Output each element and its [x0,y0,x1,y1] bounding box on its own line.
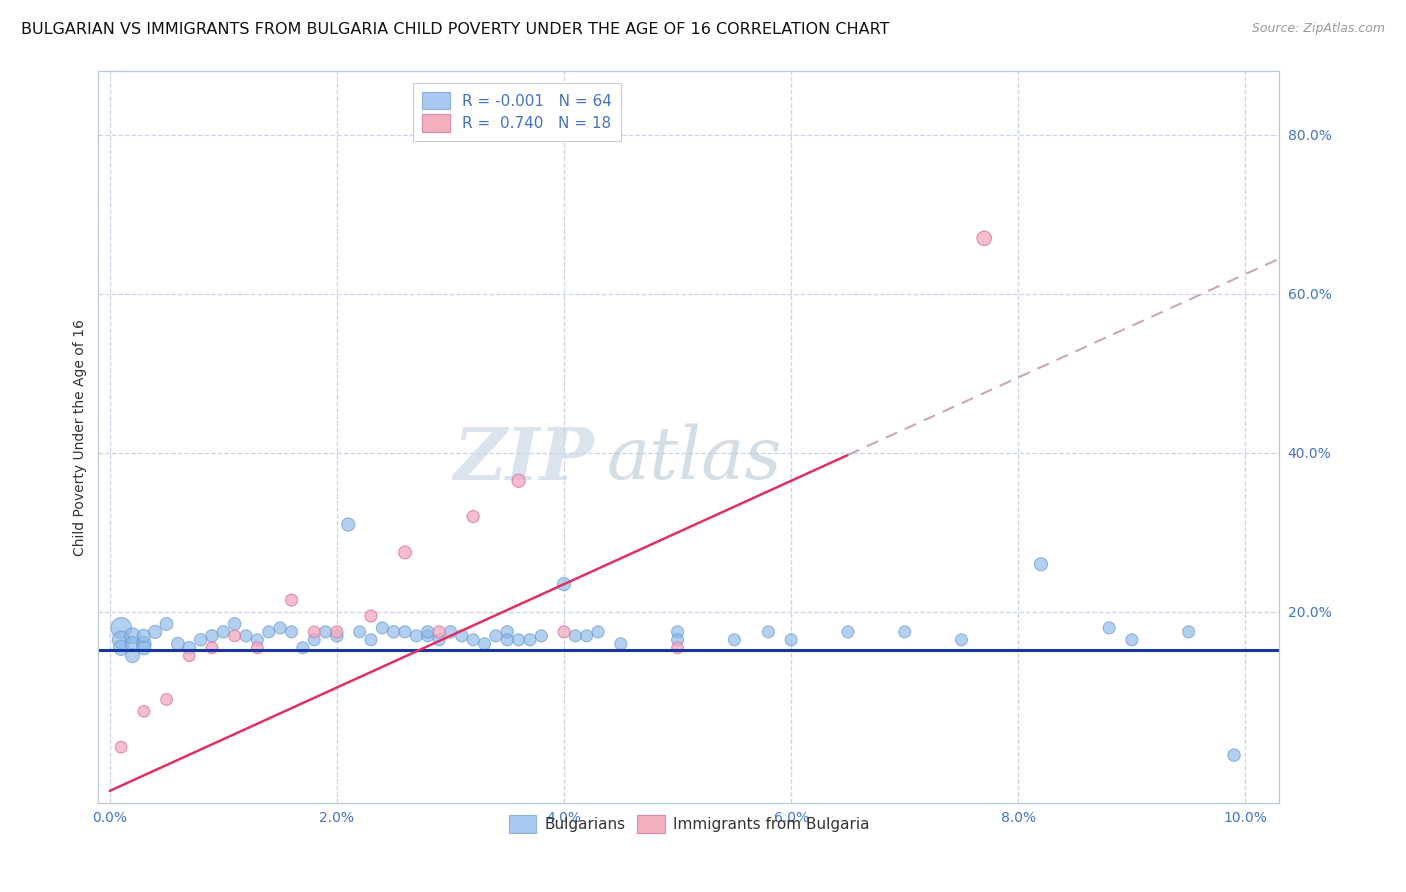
Point [519,632,541,647]
Point [382,624,405,639]
Point [132,637,155,651]
Point [110,740,132,755]
Point [337,517,360,532]
Text: Source: ZipAtlas.com: Source: ZipAtlas.com [1251,22,1385,36]
Point [394,545,416,559]
Point [190,632,212,647]
Point [463,509,485,524]
Point [257,624,280,639]
Point [758,624,780,639]
Point [416,624,439,639]
Point [280,624,302,639]
Point [1029,558,1052,572]
Point [1098,621,1121,635]
Point [132,629,155,643]
Point [496,624,519,639]
Point [179,640,201,655]
Point [1223,748,1246,763]
Point [326,629,349,643]
Y-axis label: Child Poverty Under the Age of 16: Child Poverty Under the Age of 16 [73,318,87,556]
Point [553,577,575,591]
Point [212,624,235,639]
Point [450,629,472,643]
Point [143,624,166,639]
Point [553,624,575,639]
Point [564,629,586,643]
Point [302,624,325,639]
Point [427,624,450,639]
Point [666,624,689,639]
Point [224,629,246,643]
Legend: Bulgarians, Immigrants from Bulgaria: Bulgarians, Immigrants from Bulgaria [503,809,875,839]
Point [326,624,349,639]
Point [246,632,269,647]
Point [371,621,394,635]
Point [610,637,633,651]
Point [427,632,450,647]
Point [121,629,143,643]
Point [121,637,143,651]
Point [201,640,224,655]
Point [315,624,337,639]
Point [394,624,416,639]
Text: ZIP: ZIP [454,424,595,494]
Text: atlas: atlas [606,424,782,494]
Point [291,640,314,655]
Point [723,632,745,647]
Point [269,621,291,635]
Point [349,624,371,639]
Point [121,648,143,663]
Point [246,640,269,655]
Point [950,632,973,647]
Point [973,231,995,245]
Point [360,632,382,647]
Point [463,632,485,647]
Point [496,632,519,647]
Point [302,632,325,647]
Point [439,624,461,639]
Point [110,621,132,635]
Point [508,632,530,647]
Point [666,640,689,655]
Point [280,593,302,607]
Point [110,632,132,647]
Point [179,648,201,663]
Point [530,629,553,643]
Point [893,624,915,639]
Point [575,629,598,643]
Point [837,624,859,639]
Point [416,629,439,643]
Point [110,640,132,655]
Point [485,629,508,643]
Point [360,609,382,624]
Point [155,616,177,631]
Point [586,624,609,639]
Point [474,637,496,651]
Point [132,705,155,719]
Point [201,629,224,643]
Text: BULGARIAN VS IMMIGRANTS FROM BULGARIA CHILD POVERTY UNDER THE AGE OF 16 CORRELAT: BULGARIAN VS IMMIGRANTS FROM BULGARIA CH… [21,22,890,37]
Point [224,616,246,631]
Point [1121,632,1143,647]
Point [780,632,803,647]
Point [405,629,427,643]
Point [235,629,257,643]
Point [666,632,689,647]
Point [167,637,190,651]
Point [1177,624,1199,639]
Point [132,640,155,655]
Point [508,474,530,488]
Point [155,692,177,706]
